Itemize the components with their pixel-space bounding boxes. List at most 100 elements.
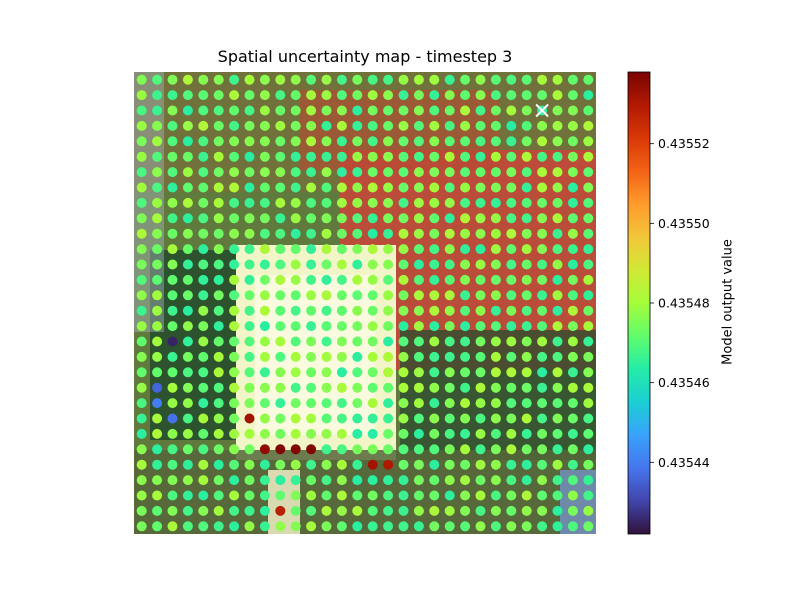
data-point [306,459,317,470]
data-point [352,136,363,147]
data-point [506,213,517,224]
data-point [229,321,240,332]
data-point [475,228,486,239]
data-point [567,167,578,178]
data-point [167,151,178,162]
data-point [490,444,501,455]
data-point [398,105,409,116]
data-point [444,475,455,486]
data-point [537,74,548,85]
data-point [198,105,209,116]
data-point [521,321,532,332]
data-point [460,151,471,162]
data-point [475,505,486,516]
data-point [444,336,455,347]
data-point [367,182,378,193]
data-point [213,382,224,393]
data-point [306,120,317,131]
data-point [567,444,578,455]
data-point [567,182,578,193]
data-point [552,444,563,455]
data-point [383,305,394,316]
data-point [259,197,270,208]
data-point [429,336,440,347]
data-point [198,151,209,162]
data-point [306,244,317,255]
data-point [306,213,317,224]
data-point [583,90,594,101]
data-point [367,90,378,101]
data-point [383,182,394,193]
data-point [275,259,286,270]
data-point [336,228,347,239]
data-point [506,305,517,316]
data-point [475,290,486,301]
data-point [352,351,363,362]
data-point [306,321,317,332]
data-point [367,120,378,131]
data-point [306,336,317,347]
data-point [167,321,178,332]
data-point [552,367,563,378]
data-point [290,274,301,285]
data-point [275,413,286,424]
data-point [321,351,332,362]
data-point [367,351,378,362]
data-point [182,213,193,224]
data-point [460,197,471,208]
data-point [167,74,178,85]
data-point [290,197,301,208]
data-point [398,459,409,470]
data-point [460,336,471,347]
data-point [275,428,286,439]
data-point [506,351,517,362]
data-point [552,197,563,208]
data-point [521,367,532,378]
data-point [567,151,578,162]
data-point [383,521,394,532]
data-point [167,444,178,455]
data-point [521,398,532,409]
data-point [244,197,255,208]
data-point [398,398,409,409]
data-point [521,336,532,347]
data-point [167,90,178,101]
data-point [567,367,578,378]
data-point [583,505,594,516]
data-point [336,413,347,424]
data-point [259,105,270,116]
data-point [506,490,517,501]
data-point [429,305,440,316]
data-point [136,213,147,224]
data-point [475,105,486,116]
data-point [475,90,486,101]
data-point [490,213,501,224]
data-point [275,167,286,178]
data-point [429,274,440,285]
data-point [229,428,240,439]
data-point [444,428,455,439]
data-point [475,182,486,193]
data-point [521,305,532,316]
data-point [136,151,147,162]
data-point [336,197,347,208]
data-point [398,305,409,316]
data-point [259,228,270,239]
data-point [521,274,532,285]
data-point [552,167,563,178]
data-point [444,505,455,516]
data-point [413,444,424,455]
data-point [259,305,270,316]
data-point [229,274,240,285]
data-point [290,428,301,439]
data-point [182,490,193,501]
data-point [583,197,594,208]
data-point [275,490,286,501]
data-point [306,274,317,285]
data-point [537,167,548,178]
data-point [306,151,317,162]
data-point [152,505,163,516]
data-point [182,382,193,393]
data-point [552,321,563,332]
data-point [152,413,163,424]
